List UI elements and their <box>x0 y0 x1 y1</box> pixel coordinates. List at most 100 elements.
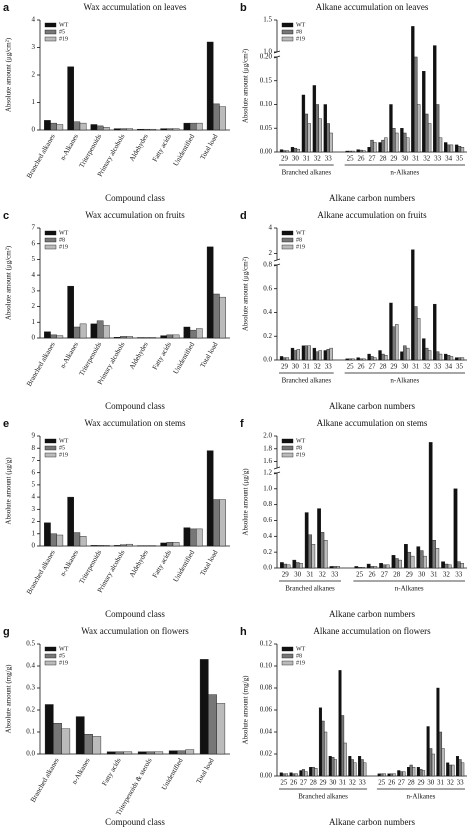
bar <box>67 285 74 339</box>
y-tick-label: 0.04 <box>260 728 273 736</box>
bar <box>460 357 465 361</box>
bar <box>412 767 416 777</box>
legend-label: #5 <box>59 29 65 35</box>
x-tick-label: 30 <box>294 571 302 579</box>
legend-swatch <box>44 660 57 666</box>
bar <box>199 659 209 755</box>
y-tick-label: 1.5 <box>263 16 272 24</box>
bar <box>279 356 284 361</box>
x-tick-label: Aldehydes <box>128 341 150 371</box>
x-tick-label: 27 <box>369 363 377 371</box>
bar <box>416 767 420 777</box>
legend-swatch <box>281 452 294 458</box>
y-axis-label: Absolute amount (μg/cm²) <box>242 48 250 123</box>
bar <box>96 125 104 131</box>
x-tick-label: 30 <box>292 363 300 371</box>
bar <box>115 751 124 755</box>
x-tick-label: 34 <box>445 155 453 163</box>
y-tick-label: 7 <box>32 224 36 232</box>
bar <box>67 66 74 131</box>
y-tick-label: 0.02 <box>260 750 273 758</box>
legend-label: #19 <box>296 452 305 458</box>
bar <box>362 150 366 153</box>
chart-title: Alkane accumulation on stems <box>317 418 428 428</box>
bar <box>324 731 328 777</box>
bar <box>438 137 443 153</box>
x-tick-label: Triterpenoids <box>78 341 104 378</box>
bar <box>382 564 387 569</box>
legend-swatch <box>44 237 57 243</box>
group-label: Branched alkanes <box>298 793 348 801</box>
bar <box>370 356 374 361</box>
bar <box>373 357 377 361</box>
bar <box>356 357 360 361</box>
bar <box>318 350 322 361</box>
bar <box>455 756 460 777</box>
bar <box>183 122 191 131</box>
x-tick-label: 30 <box>329 779 337 787</box>
bar <box>419 769 423 777</box>
bar <box>172 128 180 131</box>
legend-swatch <box>44 452 57 458</box>
bar <box>189 528 197 547</box>
bar <box>439 731 443 777</box>
bar <box>345 358 349 361</box>
bar <box>120 336 127 339</box>
bar <box>390 773 394 777</box>
y-tick-label: 2.0 <box>263 432 272 440</box>
bar <box>315 104 319 153</box>
x-tick-label: 25 <box>347 363 355 371</box>
bar <box>423 555 427 569</box>
bar <box>357 567 362 569</box>
bar <box>373 566 378 569</box>
bar <box>378 350 382 361</box>
bar <box>137 128 144 131</box>
bar <box>293 350 298 361</box>
bar <box>219 499 226 547</box>
legend-label: WT <box>296 230 306 236</box>
y-tick-label: 0.5 <box>26 640 35 648</box>
bar <box>304 113 309 153</box>
x-axis-label: Alkane carbon numbers <box>329 401 415 411</box>
legend-label: #19 <box>296 36 305 42</box>
bar <box>370 566 374 569</box>
bar <box>395 324 399 361</box>
x-tick-label: 31 <box>431 571 439 579</box>
bar <box>441 561 445 569</box>
bar <box>417 104 421 153</box>
panel-letter: f <box>240 418 244 430</box>
bar <box>321 720 325 777</box>
y-tick-label: 1 <box>32 318 36 326</box>
bar <box>50 334 57 339</box>
legend-label: #5 <box>59 653 65 659</box>
bar <box>406 347 410 361</box>
bar <box>387 773 391 777</box>
bar <box>456 561 461 569</box>
x-tick-label: Triterpenoids <box>78 549 104 586</box>
legend-label: #8 <box>296 237 302 243</box>
legend-swatch <box>44 438 57 444</box>
x-tick-label: 31 <box>303 155 311 163</box>
bar <box>309 767 313 777</box>
x-tick-label: 32 <box>423 155 431 163</box>
y-axis-label: Absolute amount (mg/g) <box>242 675 250 744</box>
bar <box>446 762 450 777</box>
y-axis-label: Absolute amount (mg/g) <box>5 664 13 733</box>
bar <box>381 139 385 153</box>
bar <box>345 150 349 153</box>
legend-swatch <box>44 29 57 35</box>
x-tick-label: 28 <box>310 779 318 787</box>
legend-label: #8 <box>296 653 302 659</box>
x-tick-label: Triterpenoids <box>78 133 104 170</box>
y-tick-label: 1 <box>32 529 36 537</box>
x-tick-label: 29 <box>320 779 328 787</box>
x-axis-label: Alkane carbon numbers <box>329 609 415 619</box>
bar <box>358 756 362 777</box>
bar <box>438 353 443 361</box>
bar <box>404 544 408 569</box>
bar <box>382 773 386 777</box>
bar <box>391 555 396 569</box>
bar <box>50 122 57 131</box>
bar <box>433 45 437 153</box>
bar <box>362 358 366 361</box>
